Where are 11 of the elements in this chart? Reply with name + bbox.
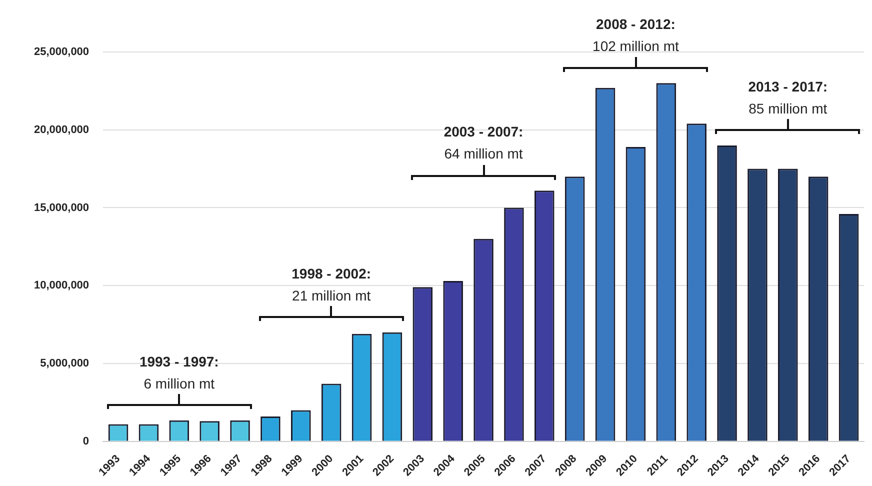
y-tick-label: 15,000,000 bbox=[34, 202, 90, 214]
y-tick-label: 25,000,000 bbox=[34, 46, 90, 58]
y-tick-label: 0 bbox=[82, 435, 90, 448]
annotation: 2008 - 2012: 102 million mt bbox=[592, 16, 680, 54]
y-tick-label: 10,000,000 bbox=[34, 280, 90, 292]
annotation: 2003 - 2007: 64 million mt bbox=[444, 124, 524, 162]
annotation: 2013 - 2017: 85 million mt bbox=[748, 78, 828, 116]
y-tick-label: 5,000,000 bbox=[40, 358, 90, 370]
y-tick-label: 20,000,000 bbox=[34, 124, 90, 136]
annotation: 1998 - 2002: 21 million mt bbox=[292, 265, 372, 304]
annotation: 1993 - 1997: 6 million mt bbox=[139, 353, 219, 392]
